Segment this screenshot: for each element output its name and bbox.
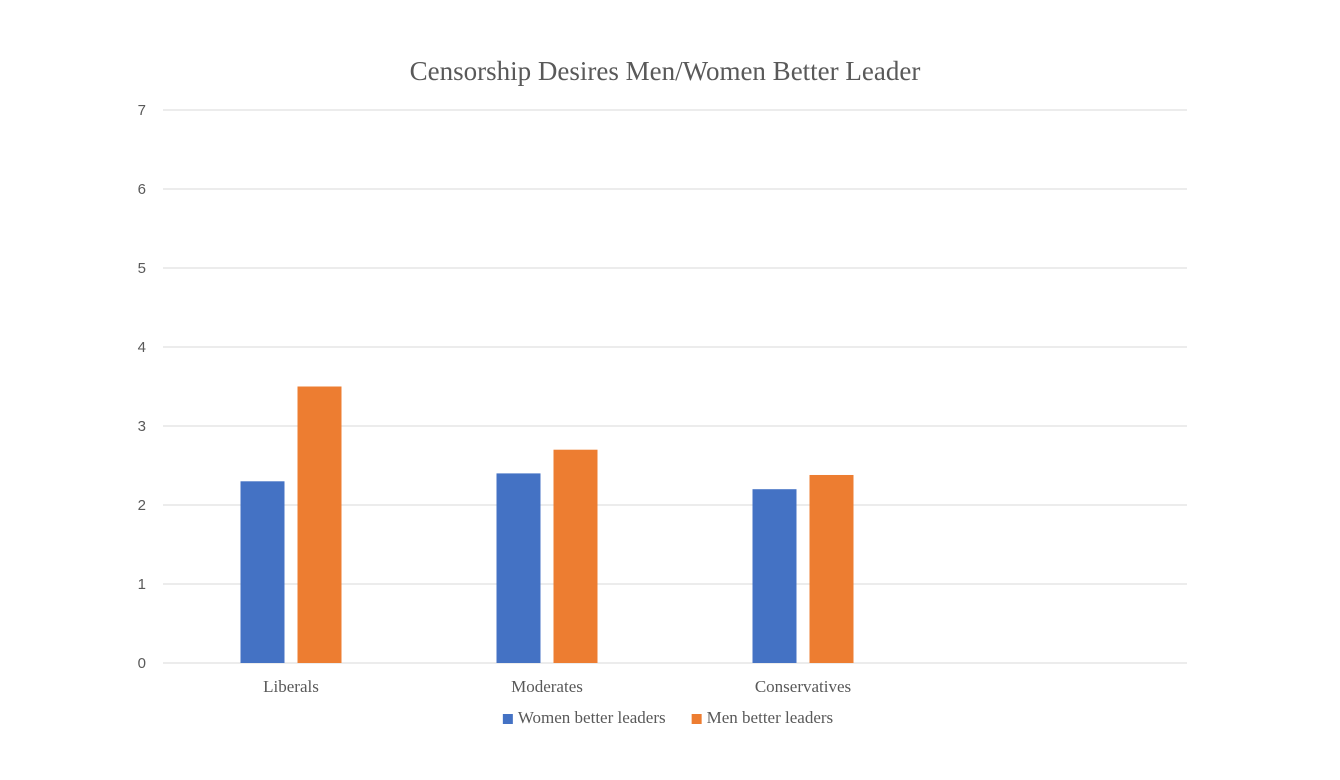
legend-swatch <box>502 714 513 724</box>
legend-swatch <box>691 714 702 724</box>
y-tick-label: 2 <box>138 497 146 514</box>
y-tick-label: 7 <box>138 102 146 119</box>
x-tick-label: Conservatives <box>755 677 851 696</box>
y-tick-label: 4 <box>138 339 146 356</box>
bar-men-better-leaders <box>809 474 854 663</box>
bar-women-better-leaders <box>752 489 797 663</box>
y-tick-label: 1 <box>138 576 146 593</box>
x-tick-label: Liberals <box>263 677 319 696</box>
bar-women-better-leaders <box>240 481 285 663</box>
legend-label: Women better leaders <box>518 708 666 727</box>
y-axis-ticks: 0 1 2 3 4 5 6 7 <box>138 102 146 672</box>
x-tick-label: Moderates <box>511 677 583 696</box>
legend-label: Men better leaders <box>707 708 834 727</box>
legend-item: Women better leaders <box>502 708 666 727</box>
bars <box>240 386 854 663</box>
bar-men-better-leaders <box>297 386 342 663</box>
y-tick-label: 5 <box>138 260 146 277</box>
chart-title: Censorship Desires Men/Women Better Lead… <box>410 56 921 86</box>
legend: Women better leaders Men better leaders <box>502 708 834 727</box>
y-tick-label: 6 <box>138 181 146 198</box>
y-tick-label: 3 <box>138 418 146 435</box>
legend-item: Men better leaders <box>691 708 834 727</box>
y-tick-label: 0 <box>138 655 146 672</box>
x-axis-ticks: Liberals Moderates Conservatives <box>263 677 851 696</box>
bar-men-better-leaders <box>553 449 598 663</box>
bar-women-better-leaders <box>496 473 541 663</box>
